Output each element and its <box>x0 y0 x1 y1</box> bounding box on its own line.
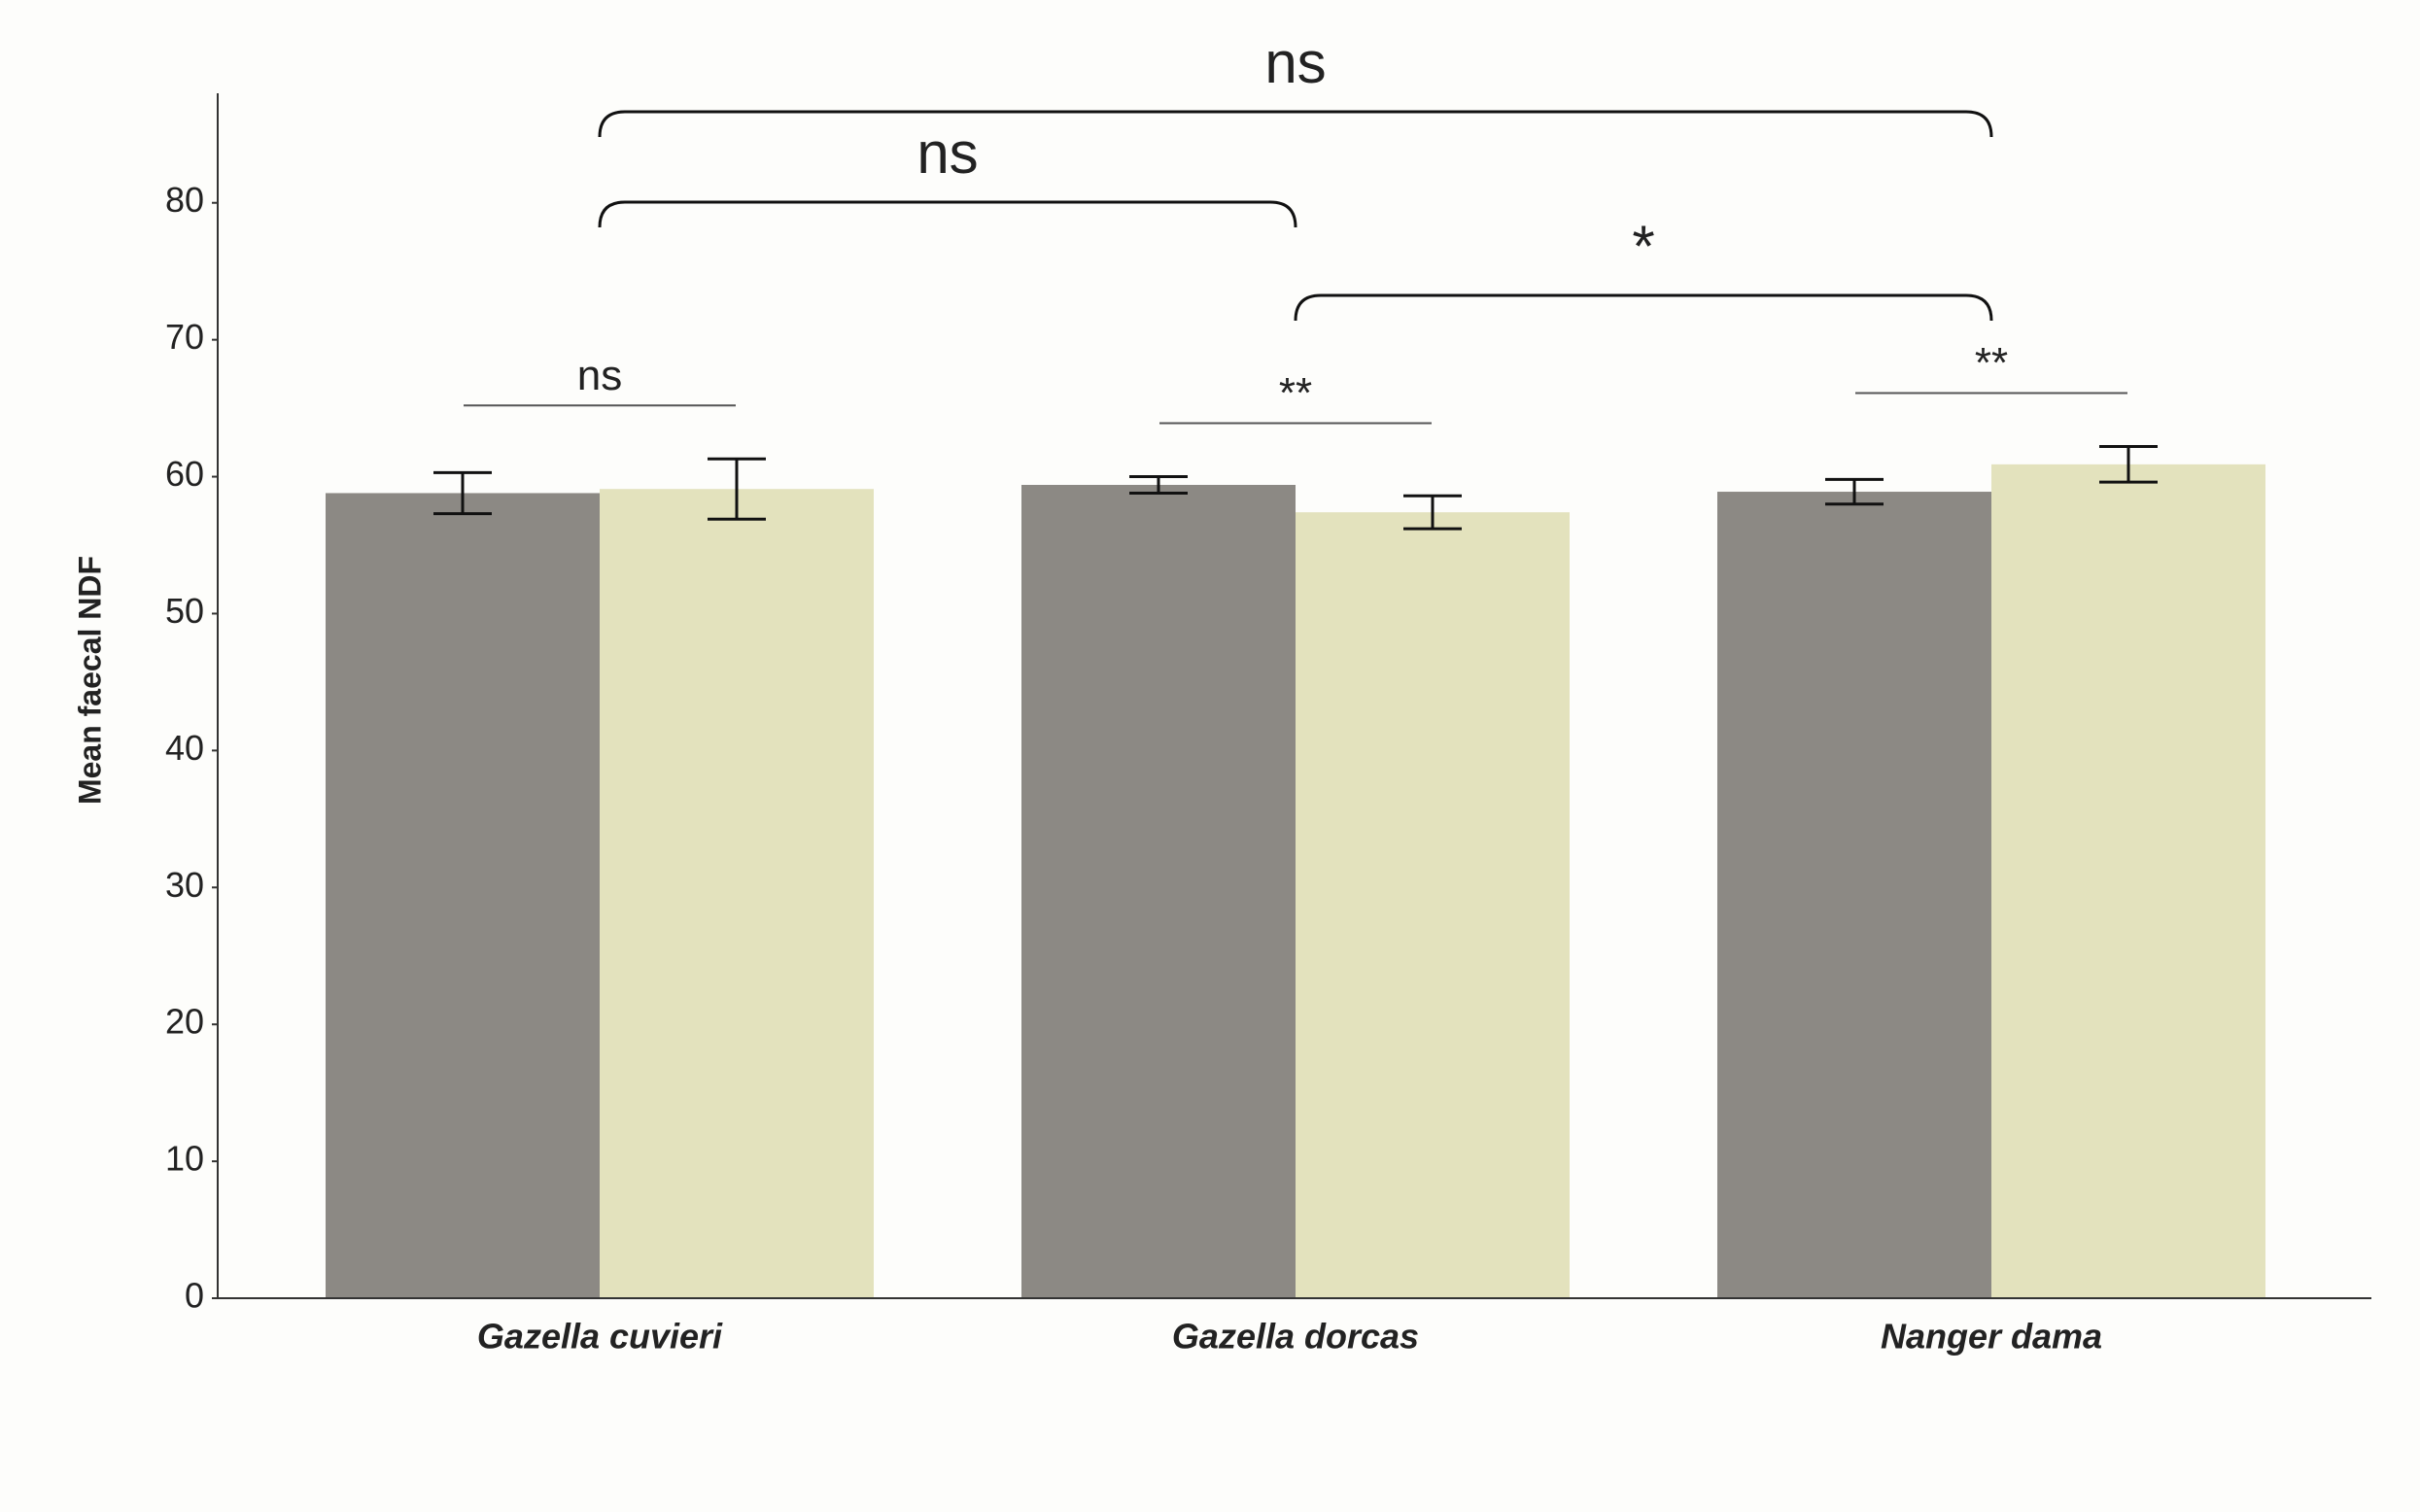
x-tick-label: Nanger dama <box>1881 1317 2102 1357</box>
comparison-bracket <box>598 110 1993 138</box>
y-tick-label: 50 <box>165 591 204 631</box>
error-bar <box>433 470 492 516</box>
y-tick-label: 0 <box>185 1276 204 1316</box>
bar <box>1991 464 2265 1298</box>
group-annotation: ** <box>1279 369 1312 417</box>
bar <box>1717 492 1991 1299</box>
group-annotation: ns <box>577 352 622 399</box>
error-bar <box>708 457 766 521</box>
y-tick-label: 30 <box>165 865 204 905</box>
y-tick-label: 60 <box>165 454 204 494</box>
comparison-bracket <box>1294 293 1993 322</box>
y-tick-label: 10 <box>165 1139 204 1179</box>
comparison-bracket <box>598 200 1297 228</box>
error-bar <box>1129 475 1188 495</box>
y-tick-label: 40 <box>165 728 204 768</box>
comparison-label: ns <box>916 120 978 186</box>
y-axis-label: Mean faecal NDF <box>72 556 107 805</box>
error-bar <box>2099 445 2158 484</box>
y-tick-label: 80 <box>165 180 204 220</box>
bar <box>600 489 874 1298</box>
bar <box>1296 512 1570 1298</box>
y-tick-label: 70 <box>165 317 204 357</box>
x-tick-label: Gazella cuvieri <box>477 1317 723 1357</box>
x-tick-label: Gazella dorcas <box>1172 1317 1419 1357</box>
error-bar <box>1403 494 1462 531</box>
group-annotation: ** <box>1975 339 2008 387</box>
bar <box>1021 485 1296 1298</box>
y-tick-label: 20 <box>165 1002 204 1042</box>
comparison-label: * <box>1632 214 1654 279</box>
error-bar <box>1825 477 1884 506</box>
comparison-label: ns <box>1264 30 1326 95</box>
bar <box>326 493 600 1298</box>
